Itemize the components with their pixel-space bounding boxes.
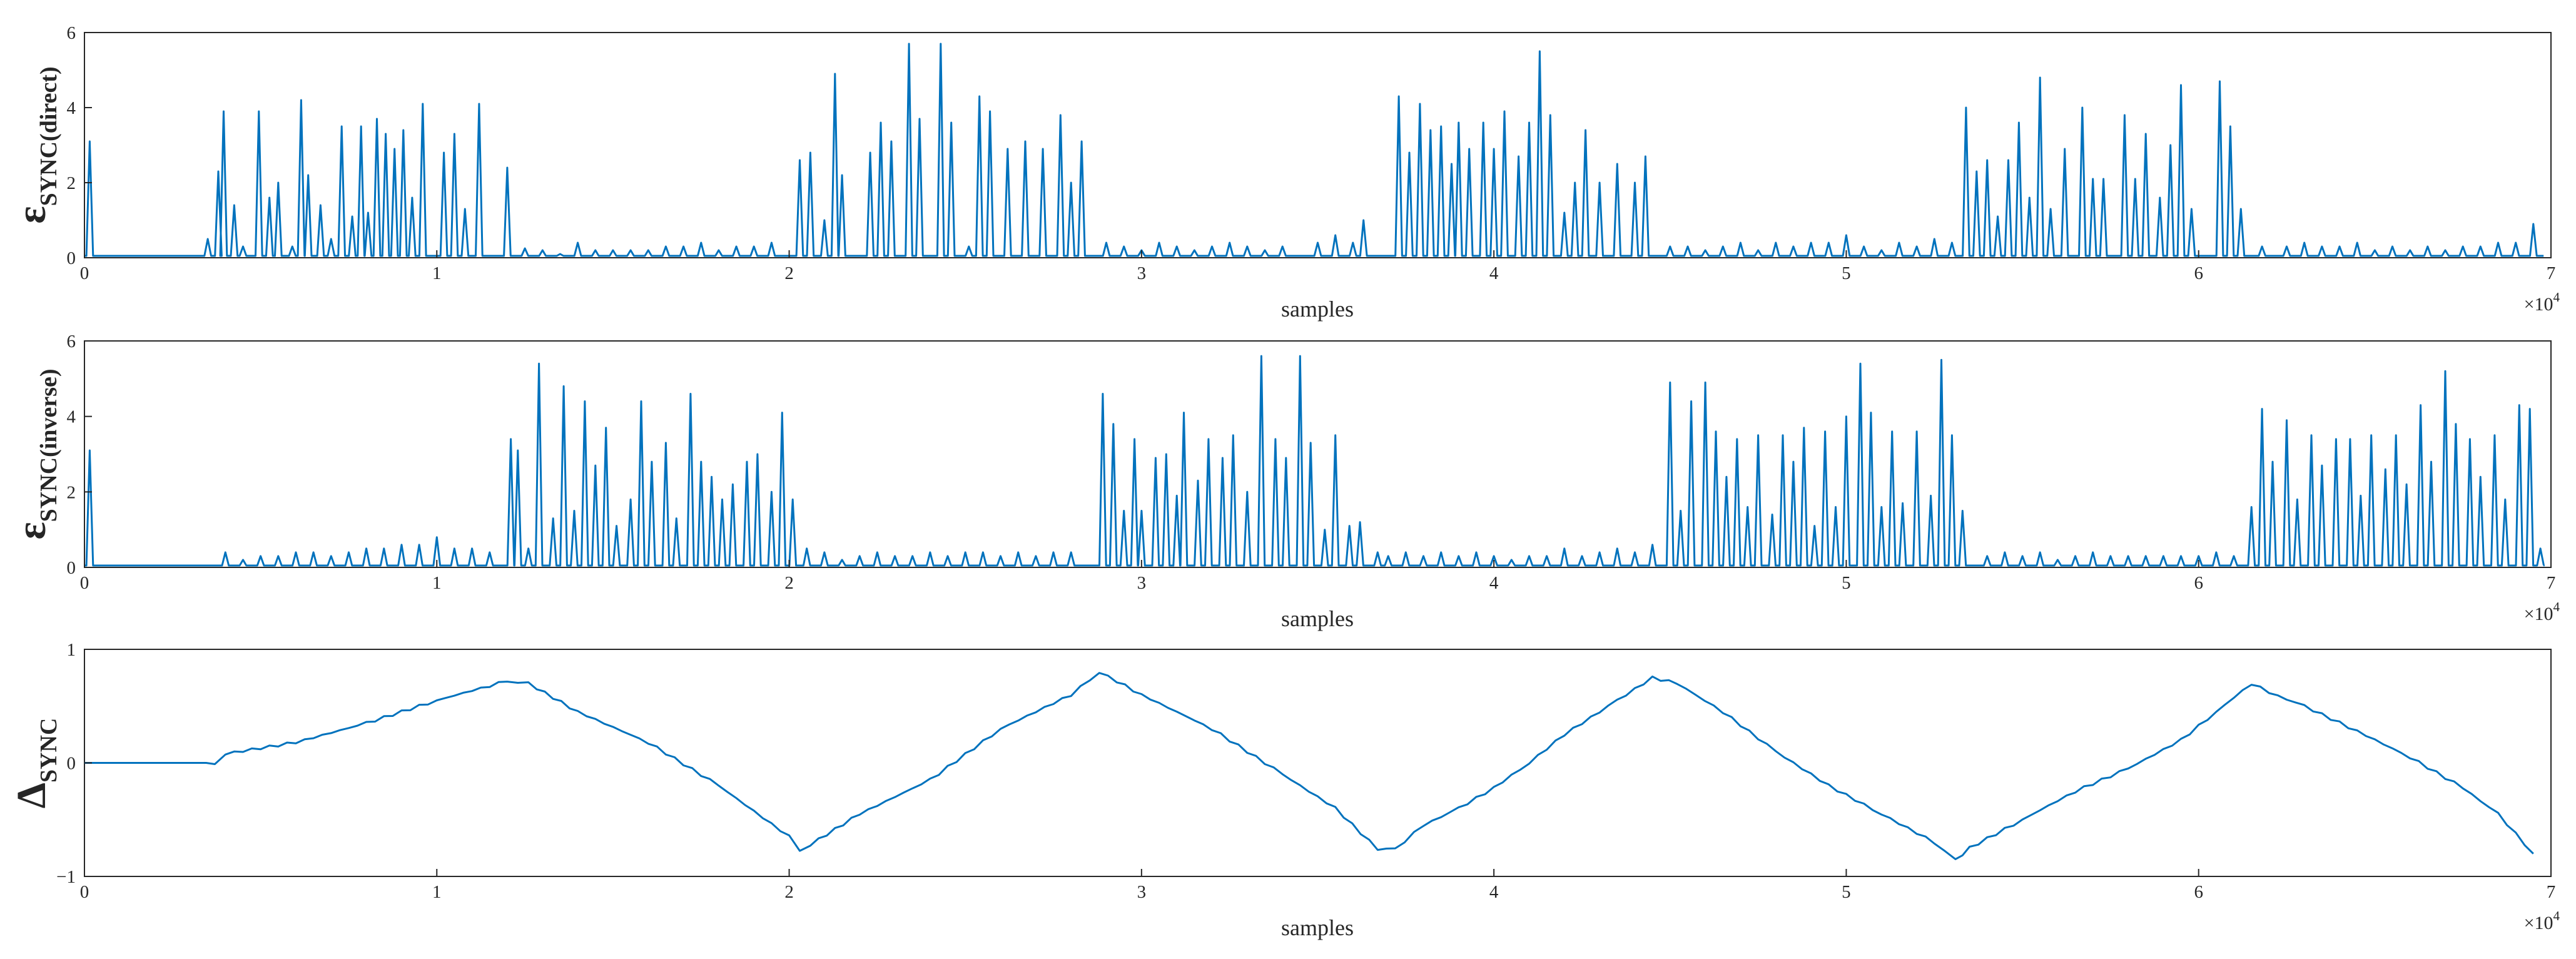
plot-area [84, 32, 2552, 258]
x-tick-label: 3 [1137, 882, 1147, 902]
x-tick-label: 6 [2194, 263, 2203, 283]
y-tick-label: −1 [56, 867, 76, 887]
x-axis-multiplier: ×104 [2524, 290, 2560, 315]
x-tick-label: 5 [1842, 573, 1851, 593]
y-axis-label: εSYNC(inverse) [9, 368, 62, 539]
y-axis: 0 2 4 6 [67, 23, 92, 268]
series-line [84, 43, 2544, 257]
y-tick-label: 4 [67, 98, 76, 118]
x-tick-label: 7 [2547, 882, 2556, 902]
y-axis-label: ΔSYNC [9, 718, 62, 809]
y-tick-label: 2 [67, 173, 76, 193]
x-axis-multiplier: ×104 [2524, 908, 2560, 933]
y-tick-label: 1 [67, 640, 76, 660]
x-tick-label: 4 [1489, 573, 1499, 593]
x-tick-label: 0 [80, 263, 89, 283]
panel-epsilon-inverse: 0 1 2 3 4 5 6 7 0 2 4 6 samples ×104 εSYNC(inverse… [9, 332, 2560, 631]
y-tick-label: 0 [67, 754, 76, 774]
y-axis: −1 0 1 [56, 640, 92, 887]
x-tick-label: 5 [1842, 882, 1851, 902]
x-axis-label: samples [1281, 915, 1354, 940]
y-tick-label: 0 [67, 558, 76, 578]
x-tick-label: 5 [1842, 263, 1851, 283]
x-tick-label: 3 [1137, 263, 1147, 283]
x-tick-label: 2 [784, 573, 794, 593]
x-axis-multiplier: ×104 [2524, 599, 2560, 624]
y-tick-label: 4 [67, 407, 76, 427]
x-tick-label: 0 [80, 882, 89, 902]
y-tick-label: 6 [67, 332, 76, 352]
x-axis-label: samples [1281, 606, 1354, 631]
x-tick-label: 7 [2547, 263, 2556, 283]
y-axis: 0 2 4 6 [67, 332, 92, 578]
x-axis-label: samples [1281, 297, 1354, 322]
plot-area [84, 340, 2552, 568]
plot-area [84, 649, 2552, 877]
x-tick-label: 1 [432, 882, 442, 902]
x-tick-label: 1 [432, 573, 442, 593]
x-tick-label: 3 [1137, 573, 1147, 593]
y-tick-label: 6 [67, 23, 76, 43]
x-tick-label: 2 [784, 882, 794, 902]
x-tick-label: 4 [1489, 263, 1499, 283]
x-axis: 0 1 2 3 4 5 6 7 [80, 250, 2556, 283]
x-axis: 0 1 2 3 4 5 6 7 [80, 560, 2556, 593]
panel-epsilon-direct: 0 1 2 3 4 5 6 7 0 2 4 6 samples ×104 εSYNC(direct) [9, 23, 2560, 322]
x-axis: 0 1 2 3 4 5 6 7 [80, 869, 2556, 902]
x-tick-label: 6 [2194, 882, 2203, 902]
y-axis-label: εSYNC(direct) [9, 66, 62, 223]
x-tick-label: 7 [2547, 573, 2556, 593]
x-tick-label: 0 [80, 573, 89, 593]
x-tick-label: 6 [2194, 573, 2203, 593]
series-line [84, 355, 2545, 567]
x-tick-label: 1 [432, 263, 442, 283]
series-line [84, 672, 2534, 860]
y-tick-label: 0 [67, 248, 76, 268]
y-tick-label: 2 [67, 482, 76, 502]
x-tick-label: 2 [784, 263, 794, 283]
x-tick-label: 4 [1489, 882, 1499, 902]
